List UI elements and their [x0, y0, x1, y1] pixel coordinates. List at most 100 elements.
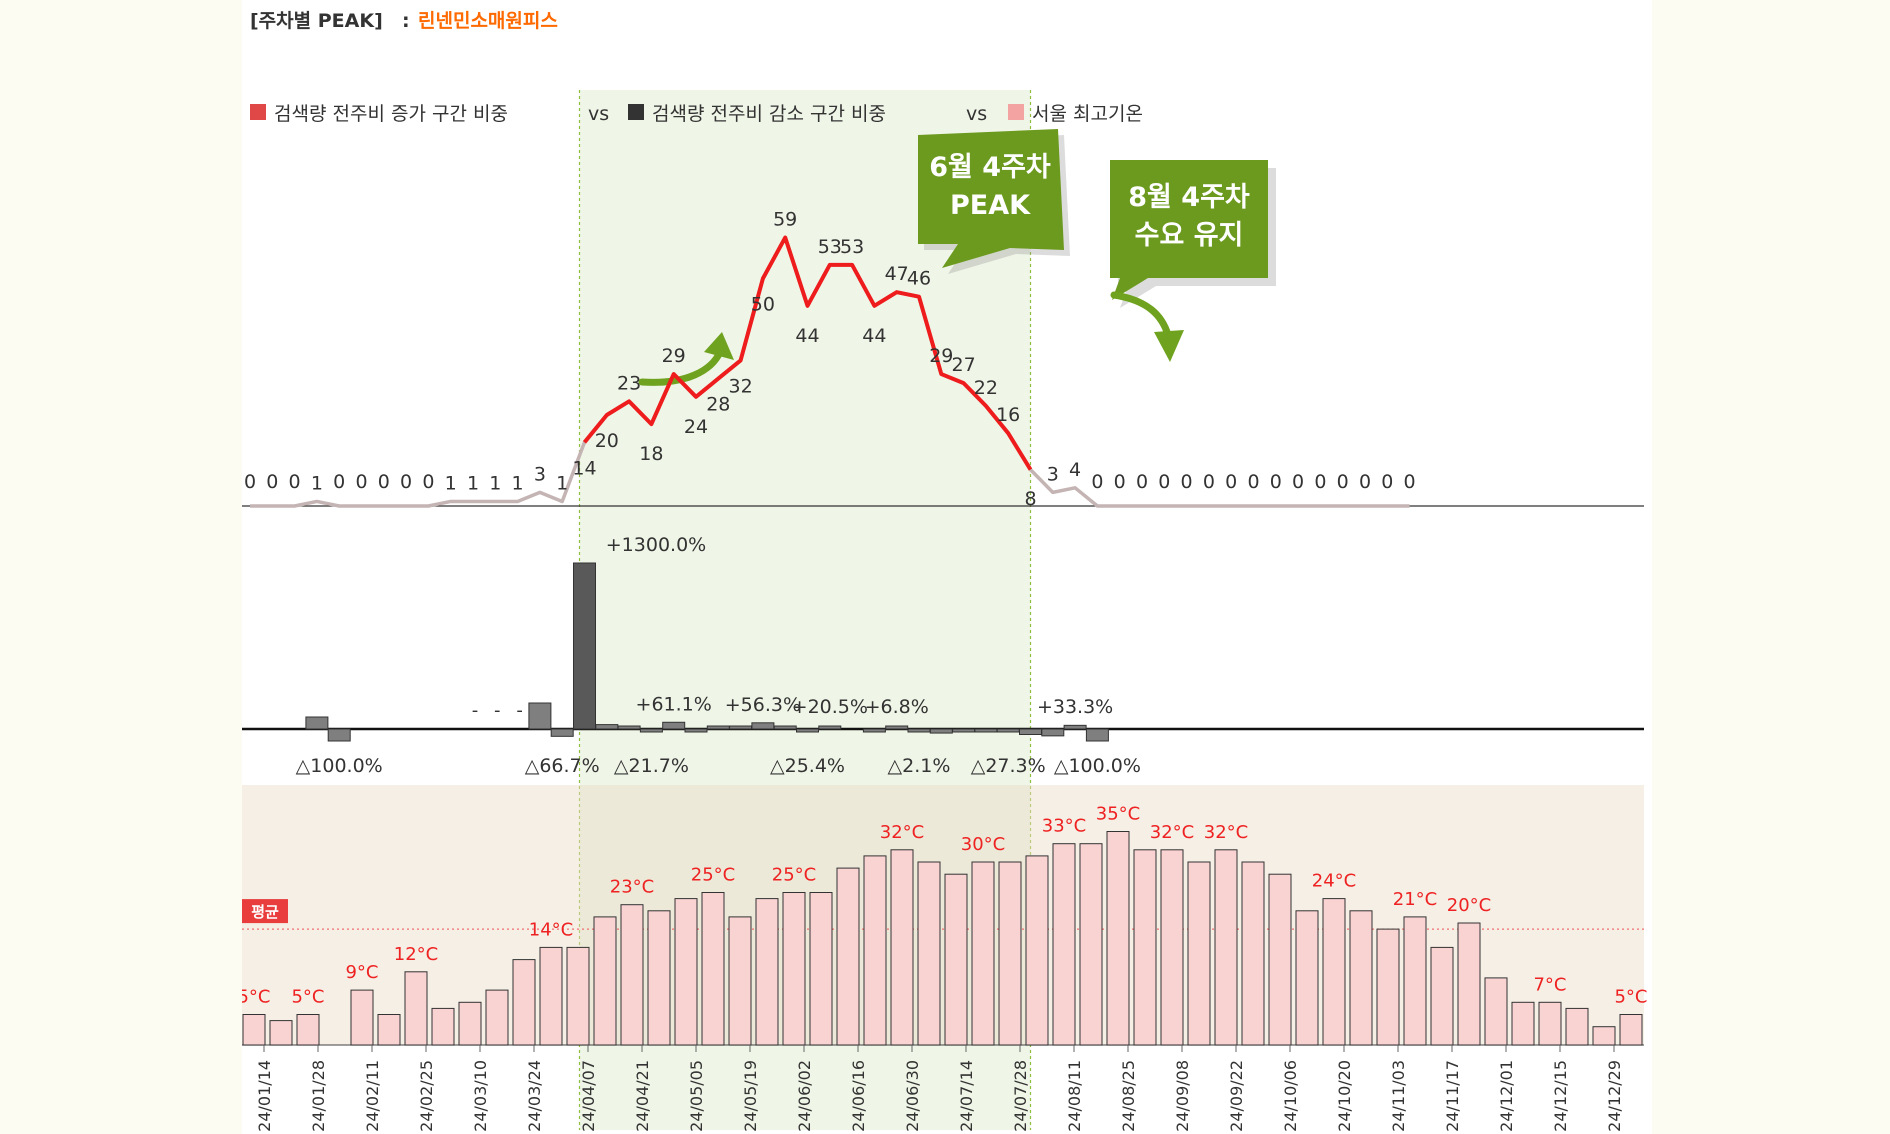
line-value-label: 0 — [244, 471, 256, 493]
header-separator: : — [402, 10, 410, 32]
change-bar-increase — [885, 725, 909, 730]
temperature-bar — [1295, 910, 1319, 1046]
x-tick-label: 24/10/06 — [1281, 1060, 1300, 1132]
x-tick-label: 24/08/25 — [1119, 1060, 1138, 1132]
line-value-label: 1 — [489, 472, 501, 494]
line-value-label: 0 — [400, 471, 412, 493]
x-tick-label: 24/07/28 — [1011, 1060, 1030, 1132]
change-bar-decrease — [327, 728, 351, 742]
legend-label-decrease: 검색량 전주비 감소 구간 비중 — [652, 103, 886, 125]
temperature-value-label: 25°C — [772, 865, 816, 886]
temperature-value-label: 21°C — [1393, 889, 1437, 910]
change-bar-decrease — [907, 728, 931, 733]
line-value-label: 23 — [617, 372, 641, 394]
x-tick-label: 24/12/01 — [1497, 1060, 1516, 1132]
temperature-bar — [647, 910, 671, 1046]
temperature-bar — [836, 867, 860, 1046]
change-bar-decrease — [952, 728, 976, 733]
temperature-bar — [296, 1014, 320, 1046]
line-value-label: 47 — [885, 263, 909, 285]
temperature-bar — [755, 898, 779, 1046]
change-bars — [305, 562, 1109, 742]
temperature-bar — [971, 861, 995, 1046]
temperature-bar — [1268, 873, 1292, 1046]
temperature-value-label: 12°C — [394, 944, 438, 965]
arrow-rising-icon — [638, 332, 734, 386]
legend-swatch-increase — [250, 104, 266, 120]
temperature-value-label: 7°C — [1533, 974, 1566, 995]
temperature-value-label: 23°C — [610, 877, 654, 898]
line-value-label: 20 — [595, 430, 619, 452]
temperature-bar — [242, 1014, 266, 1046]
change-annotation: △2.1% — [888, 755, 951, 777]
line-value-label: 1 — [467, 472, 479, 494]
line-value-label: 0 — [378, 471, 390, 493]
x-tick-label: 24/12/15 — [1551, 1060, 1570, 1132]
temperature-bar — [863, 855, 887, 1046]
temperature-bar — [1565, 1007, 1589, 1046]
temperature-bar — [269, 1020, 293, 1046]
line-value-label: 14 — [572, 457, 596, 479]
change-bar-decrease — [684, 728, 708, 733]
temperature-bar — [1484, 977, 1508, 1046]
temperature-bar — [674, 898, 698, 1046]
change-annotation: +61.1% — [636, 693, 712, 715]
change-bar-decrease — [1041, 728, 1065, 737]
x-tick-label: 24/11/03 — [1389, 1060, 1408, 1132]
change-bar-increase — [706, 725, 730, 730]
x-tick-label: 24/09/22 — [1227, 1060, 1246, 1132]
temperature-bar — [377, 1014, 401, 1046]
line-value-label: 44 — [862, 325, 886, 347]
change-bar-decrease — [550, 728, 574, 737]
chart-canvas: [주차별 PEAK] : 린넨민소매원피스 검색량 전주비 증가 구간 비중 v… — [242, 10, 1648, 1132]
change-bar-decrease — [974, 728, 998, 733]
change-annotation: △66.7% — [525, 755, 600, 777]
x-tick-label: 24/01/28 — [309, 1060, 328, 1132]
change-bar-decrease — [796, 728, 819, 733]
change-bar-increase — [729, 725, 753, 730]
change-no-data-dash: - — [494, 700, 501, 721]
line-value-label: 8 — [1024, 488, 1036, 510]
arrow-falling-icon — [1110, 291, 1184, 362]
temperature-bar — [998, 861, 1022, 1046]
legend-swatch-decrease — [628, 104, 644, 120]
line-value-label: 0 — [355, 471, 367, 493]
temperature-bar — [1511, 1001, 1535, 1046]
temperature-bar — [1403, 916, 1427, 1046]
temperature-bars — [242, 831, 1643, 1046]
line-value-label: 24 — [684, 416, 708, 438]
temperature-bar — [1619, 1014, 1643, 1046]
line-value-label: 0 — [1091, 471, 1103, 493]
temperature-bar — [1106, 831, 1130, 1046]
line-value-label: 59 — [773, 209, 797, 231]
line-value-label: 4 — [1069, 459, 1081, 481]
x-tick-label: 24/05/05 — [687, 1060, 706, 1132]
temperature-bar — [512, 959, 536, 1046]
temperature-value-label: 35°C — [1096, 804, 1140, 825]
change-annotation: +1300.0% — [606, 534, 706, 556]
line-value-label: 0 — [1337, 471, 1349, 493]
change-annotation: △27.3% — [971, 755, 1046, 777]
temperature-bar — [782, 892, 806, 1046]
line-value-label: 0 — [1270, 471, 1282, 493]
line-value-label: 0 — [266, 471, 278, 493]
change-annotation: △100.0% — [1054, 755, 1141, 777]
temperature-value-label: 32°C — [880, 822, 924, 843]
x-tick-label: 24/03/10 — [471, 1060, 490, 1132]
x-tick-label: 24/09/08 — [1173, 1060, 1192, 1132]
temperature-bar — [1052, 843, 1076, 1046]
callout-keep: 8월 4주차 수요 유지 — [1110, 160, 1276, 308]
line-value-label: 53 — [840, 236, 864, 258]
change-bar-increase — [773, 725, 797, 730]
temperature-bar — [539, 946, 563, 1046]
x-tick-label: 24/11/17 — [1443, 1060, 1462, 1132]
line-value-label: 27 — [952, 354, 976, 376]
temperature-bar — [485, 989, 509, 1046]
x-tick-label: 24/12/29 — [1605, 1060, 1624, 1132]
temperature-bar — [809, 892, 833, 1046]
legend-label-increase: 검색량 전주비 증가 구간 비중 — [274, 103, 508, 125]
line-value-label: 0 — [1158, 471, 1170, 493]
line-value-label: 0 — [1114, 471, 1126, 493]
x-tick-label: 24/02/11 — [363, 1060, 382, 1132]
temperature-bar — [350, 989, 374, 1046]
